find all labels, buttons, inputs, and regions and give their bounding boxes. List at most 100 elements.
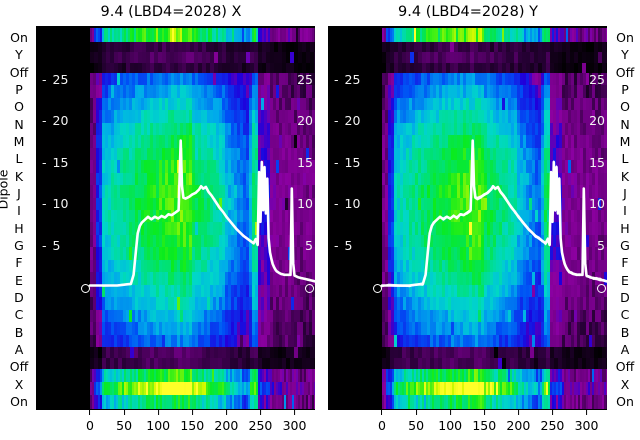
category-label-d-15: D bbox=[620, 290, 630, 305]
plot-area-y: - 25 25 - 20 20 - 15 15 - 10 10 - 5 5 bbox=[328, 26, 607, 410]
x-axis-tick-0: 0 bbox=[378, 410, 386, 433]
heatmap-band-dim bbox=[36, 42, 315, 74]
category-label-c-16: C bbox=[14, 307, 24, 323]
heatmap-band-gap2 bbox=[328, 347, 607, 370]
category-label-g-12: G bbox=[620, 238, 630, 253]
heatmap-band-top bbox=[328, 28, 607, 43]
inner-ytick-label: 25 bbox=[297, 72, 313, 87]
category-label-k-8: K bbox=[620, 168, 630, 184]
panel-y: 9.4 (LBD4=2028) Y On Y Off P O N M L K J I H G F E D C B A… bbox=[320, 0, 640, 440]
category-label-c-16: C bbox=[620, 307, 630, 323]
category-label-y-1: Y bbox=[15, 47, 23, 63]
x-axis-tick-150: 150 bbox=[472, 410, 496, 433]
heatmap-left-margin bbox=[328, 26, 382, 410]
x-axis-tick-250: 250 bbox=[249, 410, 272, 433]
x-axis-tick-50: 50 bbox=[408, 410, 424, 433]
category-label-m-6: M bbox=[13, 134, 25, 149]
zero-marker bbox=[81, 284, 90, 293]
x-axis-tick-50: 50 bbox=[116, 410, 132, 433]
zero-marker bbox=[597, 284, 606, 293]
inner-ytick-label: 15 bbox=[589, 154, 605, 170]
heatmap-band-dim bbox=[328, 42, 607, 74]
inner-ytick-label: - 20 bbox=[334, 113, 361, 129]
inner-ytick-label: 20 bbox=[297, 113, 313, 129]
category-label-on-0: On bbox=[10, 30, 28, 45]
heatmap-band-bottom bbox=[328, 369, 607, 409]
inner-ytick-label: 25 bbox=[589, 72, 605, 87]
category-label-y-1: Y bbox=[621, 47, 629, 63]
plot-area-x: - 25 25 - 20 20 - 15 15 - 10 10 - 5 5 bbox=[36, 26, 315, 410]
inner-ytick-label: - 25 bbox=[334, 72, 361, 87]
category-label-e-14: E bbox=[621, 272, 629, 288]
inner-ytick-label: 15 bbox=[297, 154, 313, 170]
category-label-j-9: J bbox=[623, 186, 627, 201]
dipole-trace-y bbox=[380, 139, 607, 288]
category-label-on-21: On bbox=[10, 394, 28, 409]
inner-ytick-label: 10 bbox=[589, 196, 605, 212]
category-axis-right: On Y Off P O N M L K J I H G F E D C B A Off X On bbox=[608, 26, 640, 410]
category-label-off-19: Off bbox=[615, 359, 635, 375]
zero-marker bbox=[305, 284, 314, 293]
inner-ytick-label: - 5 bbox=[42, 237, 61, 253]
heatmap-band-main bbox=[328, 73, 607, 348]
x-axis-tick-100: 100 bbox=[146, 410, 170, 433]
category-label-i-10: I bbox=[623, 203, 627, 219]
category-label-l-7: L bbox=[621, 151, 629, 167]
category-label-on-21: On bbox=[616, 394, 634, 409]
x-axis-tick-200: 200 bbox=[506, 410, 530, 433]
x-axis-tick-250: 250 bbox=[541, 410, 564, 433]
inner-ytick-label: 5 bbox=[597, 237, 605, 253]
x-axis-tick-100: 100 bbox=[438, 410, 462, 433]
category-label-b-17: B bbox=[14, 324, 24, 340]
category-label-h-11: H bbox=[620, 220, 630, 236]
category-label-x-20: X bbox=[14, 376, 24, 392]
category-label-f-13: F bbox=[15, 255, 23, 271]
inner-ytick-label: - 20 bbox=[42, 113, 69, 129]
x-axis-right: 0 50 100 150 200 250 300 bbox=[328, 410, 607, 438]
panel-x-title: 9.4 (LBD4=2028) X bbox=[100, 4, 242, 20]
category-label-on-0: On bbox=[616, 30, 634, 45]
x-axis-tick-200: 200 bbox=[214, 410, 238, 433]
inner-ytick-label: 5 bbox=[305, 237, 313, 253]
category-label-g-12: G bbox=[14, 238, 24, 253]
zero-marker bbox=[373, 284, 382, 293]
x-axis-left: 0 50 100 150 200 250 300 bbox=[36, 410, 315, 438]
category-label-l-7: L bbox=[15, 151, 23, 167]
category-label-a-18: A bbox=[620, 342, 630, 357]
category-label-b-17: B bbox=[620, 324, 630, 340]
category-label-off-2: Off bbox=[9, 64, 29, 80]
category-label-h-11: H bbox=[14, 220, 24, 236]
category-label-off-2: Off bbox=[615, 64, 635, 80]
category-label-e-14: E bbox=[15, 272, 23, 288]
category-label-n-5: N bbox=[14, 116, 24, 132]
category-label-f-13: F bbox=[621, 255, 629, 271]
x-axis-tick-300: 300 bbox=[283, 410, 306, 433]
category-label-o-4: O bbox=[620, 99, 630, 115]
inner-ytick-label: - 5 bbox=[334, 237, 353, 253]
category-label-x-20: X bbox=[620, 376, 630, 392]
heatmap-band-bottom bbox=[36, 369, 315, 409]
category-label-n-5: N bbox=[620, 116, 630, 132]
inner-ytick-label: - 15 bbox=[334, 154, 361, 170]
category-label-i-10: I bbox=[17, 203, 21, 219]
category-label-o-4: O bbox=[14, 99, 24, 115]
x-axis-tick-150: 150 bbox=[180, 410, 204, 433]
x-axis-tick-300: 300 bbox=[575, 410, 598, 433]
category-label-off-19: Off bbox=[9, 359, 29, 375]
heatmap-left-margin bbox=[36, 26, 90, 410]
heatmap-band-top bbox=[36, 28, 315, 43]
category-label-m-6: M bbox=[619, 134, 631, 149]
category-label-p-3: P bbox=[15, 82, 23, 97]
inner-ytick-group-y: - 25 25 - 20 20 - 15 15 - 10 10 - 5 5 bbox=[328, 26, 607, 410]
category-label-d-15: D bbox=[14, 290, 24, 305]
inner-ytick-label: - 15 bbox=[42, 154, 69, 170]
inner-ytick-group-x: - 25 25 - 20 20 - 15 15 - 10 10 - 5 5 bbox=[36, 26, 315, 410]
inner-ytick-label: - 25 bbox=[42, 72, 69, 87]
heatmap-band-gap2 bbox=[36, 347, 315, 370]
inner-ytick-label: 20 bbox=[589, 113, 605, 129]
category-label-a-18: A bbox=[14, 342, 24, 357]
dipole-trace-x bbox=[88, 139, 315, 287]
inner-ytick-label: 10 bbox=[297, 196, 313, 212]
category-label-p-3: P bbox=[621, 82, 629, 97]
